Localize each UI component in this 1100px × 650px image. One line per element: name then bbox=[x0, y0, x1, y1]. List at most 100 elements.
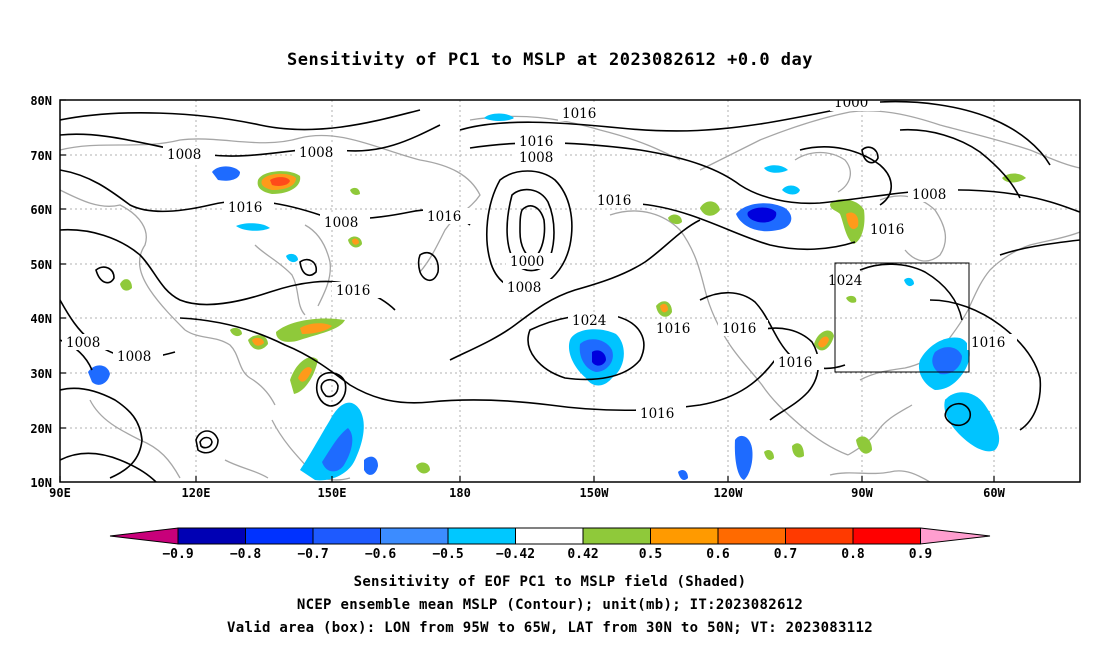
contour-label: 1016 bbox=[562, 106, 596, 122]
shade-neg-kamchatka bbox=[236, 223, 270, 231]
colorbar-label: 0.5 bbox=[639, 547, 662, 562]
shade-neg-mexico bbox=[734, 435, 753, 480]
contour-label: 1008 bbox=[117, 349, 151, 365]
colorbar-label: −0.9 bbox=[162, 547, 193, 562]
shade-pos-hawaii-core bbox=[660, 303, 668, 313]
colorbar-label: 0.6 bbox=[706, 547, 730, 562]
shade-pos-central-pacific bbox=[416, 462, 430, 474]
contour-label: 1024 bbox=[828, 273, 862, 289]
lat-label: 40N bbox=[30, 312, 52, 326]
shade-pos-mexico bbox=[792, 443, 804, 458]
shade-pos-indochina bbox=[120, 279, 132, 291]
shade-neg-atlantic-south bbox=[944, 392, 1000, 452]
colorbar-label: −0.5 bbox=[432, 547, 463, 562]
contour-label: 1008 bbox=[324, 215, 358, 231]
sensitivity-shading bbox=[88, 113, 1026, 481]
shade-neg-central-pacific-inner bbox=[592, 350, 606, 366]
colorbar-cell bbox=[785, 527, 854, 545]
shade-neg-siberia bbox=[212, 166, 240, 181]
contour-label: 1016 bbox=[778, 355, 812, 371]
shade-pos-alaska-south bbox=[668, 214, 682, 225]
shade-pos-philippines-core bbox=[298, 367, 312, 382]
shade-neg-east-pacific bbox=[678, 470, 688, 480]
colorbar-cell bbox=[380, 527, 449, 545]
colorbar-cell bbox=[717, 527, 786, 545]
shade-neg-indochina bbox=[88, 365, 110, 385]
contour-label: 1000 bbox=[834, 95, 868, 111]
contour-label: 1008 bbox=[912, 187, 946, 203]
lon-label: 150E bbox=[318, 486, 347, 500]
lon-label: 90E bbox=[49, 486, 71, 500]
shade-neg-west-pacific-core bbox=[322, 428, 353, 472]
contour-label: 1008 bbox=[167, 147, 201, 163]
colorbar-label: 0.9 bbox=[909, 547, 932, 562]
lon-label: 120E bbox=[182, 486, 211, 500]
longitude-labels: 90E 120E 150E 180 150W 120W 90W 60W bbox=[49, 486, 1005, 500]
lon-label: 90W bbox=[851, 486, 873, 500]
colorbar-cell bbox=[515, 527, 584, 545]
shade-pos-us-south-core bbox=[818, 336, 829, 348]
colorbar-label: −0.7 bbox=[297, 547, 328, 562]
lat-label: 50N bbox=[30, 258, 52, 272]
valid-area-box bbox=[834, 262, 970, 373]
shade-neg-atlantic-core bbox=[932, 347, 962, 375]
contour-label: 1016 bbox=[519, 134, 553, 150]
shade-pos-mexico-west bbox=[764, 450, 774, 460]
shade-neg-hudson bbox=[782, 185, 800, 195]
shade-neg-west-pacific bbox=[300, 402, 364, 481]
lat-label: 60N bbox=[30, 203, 52, 217]
lat-label: 70N bbox=[30, 149, 52, 163]
colorbar-cell bbox=[177, 527, 246, 545]
colorbar-cell bbox=[447, 527, 516, 545]
colorbar bbox=[109, 527, 991, 545]
coastlines bbox=[60, 110, 1080, 482]
contour-label: 1008 bbox=[299, 145, 333, 161]
colorbar-label: −0.6 bbox=[365, 547, 396, 562]
contour-label: 1016 bbox=[336, 283, 370, 299]
contour-label: 1008 bbox=[507, 280, 541, 296]
lon-label: 150W bbox=[580, 486, 610, 500]
colorbar-label: 0.42 bbox=[567, 547, 598, 562]
lat-label: 20N bbox=[30, 422, 52, 436]
plot-frame bbox=[59, 99, 1081, 483]
shade-pos-sw-china bbox=[230, 327, 242, 337]
caption-valid-area: Valid area (box): LON from 95W to 65W, L… bbox=[227, 620, 873, 636]
colorbar-label: 0.7 bbox=[774, 547, 797, 562]
shade-pos-great-lakes bbox=[846, 295, 857, 303]
colorbar-labels: −0.9 −0.8 −0.7 −0.6 −0.5 −0.42 0.42 0.5 … bbox=[162, 547, 932, 562]
lat-label: 80N bbox=[30, 94, 52, 108]
shade-pos-japan-core bbox=[300, 323, 332, 334]
lon-label: 60W bbox=[983, 486, 1005, 500]
shade-neg-ne-asia bbox=[286, 253, 298, 263]
shade-pos-china-core bbox=[252, 337, 264, 346]
contour-label: 1000 bbox=[510, 254, 544, 270]
contour-label: 1016 bbox=[722, 321, 756, 337]
lat-label: 10N bbox=[30, 476, 52, 490]
shade-neg-canada-core bbox=[747, 207, 777, 223]
caption-shading: Sensitivity of EOF PC1 to MSLP field (Sh… bbox=[353, 574, 747, 590]
contour-label: 1016 bbox=[640, 406, 674, 422]
colorbar-label: −0.8 bbox=[230, 547, 261, 562]
colorbar-high-triangle bbox=[920, 527, 991, 545]
lon-label: 180 bbox=[449, 486, 471, 500]
shade-pos-korea-core bbox=[352, 238, 359, 245]
lat-label: 30N bbox=[30, 367, 52, 381]
contour-label: 1016 bbox=[971, 335, 1005, 351]
axis-ticks bbox=[59, 99, 995, 482]
colorbar-low-triangle bbox=[109, 527, 179, 545]
colorbar-label: 0.8 bbox=[841, 547, 865, 562]
contour-label: 1008 bbox=[66, 335, 100, 351]
shade-pos-canada-east-core bbox=[846, 212, 859, 230]
colorbar-label: −0.42 bbox=[496, 547, 535, 562]
colorbar-cell bbox=[245, 527, 314, 545]
shade-pos-siberia-east bbox=[350, 187, 360, 195]
caption-contour: NCEP ensemble mean MSLP (Contour); unit(… bbox=[296, 597, 804, 613]
shade-pos-siberia-core bbox=[270, 177, 290, 186]
contour-label: 1016 bbox=[228, 200, 262, 216]
colorbar-cell bbox=[582, 527, 651, 545]
shade-neg-hudson-north bbox=[764, 165, 788, 173]
contour-label: 1016 bbox=[597, 193, 631, 209]
shade-neg-arctic bbox=[484, 113, 514, 121]
shade-pos-canada-west bbox=[700, 201, 720, 216]
shade-pos-gulf bbox=[856, 436, 872, 454]
